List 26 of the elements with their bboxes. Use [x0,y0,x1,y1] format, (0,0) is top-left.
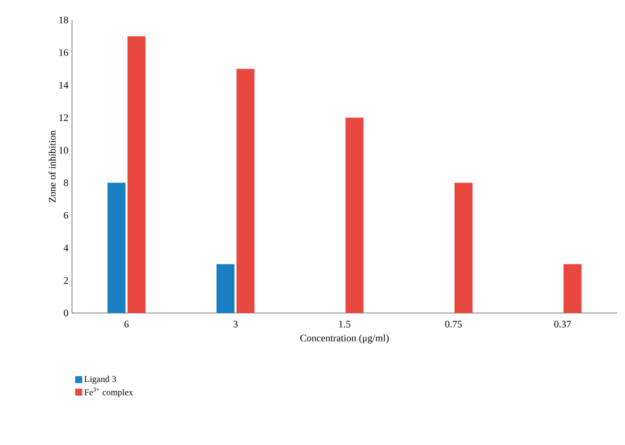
x-axis-title: Concentration (μg/ml) [300,334,389,344]
bar [236,68,254,313]
y-tick-label: 16 [59,49,68,56]
y-tick-label: 8 [64,179,68,186]
bar [216,264,235,313]
x-tick-label: 1.5 [339,320,350,328]
y-tick-label: 10 [59,146,68,154]
legend-label: Fe$^{3+}$ complex [84,387,134,398]
y-tick-label: 0 [64,310,68,316]
bar [564,264,582,313]
x-tick-label: 6 [124,320,129,328]
y-axis-title: Zone of inhibition [48,130,56,202]
x-tick-label: 0.75 [445,320,462,328]
x-tick-label: 0.37 [554,320,571,328]
y-tick-label: 6 [64,212,68,219]
y-tick-label: 12 [59,114,68,121]
bar [127,36,146,313]
y-tick-label: 4 [64,244,68,252]
bar [108,182,126,313]
legend-label: Ligand 3 [84,376,116,384]
y-tick-label: 14 [59,82,68,88]
bar [454,182,472,313]
x-tick-label: 3 [233,320,238,328]
y-tick-label: 2 [64,277,68,284]
bar [346,118,364,313]
y-tick-label: 18 [59,16,68,24]
